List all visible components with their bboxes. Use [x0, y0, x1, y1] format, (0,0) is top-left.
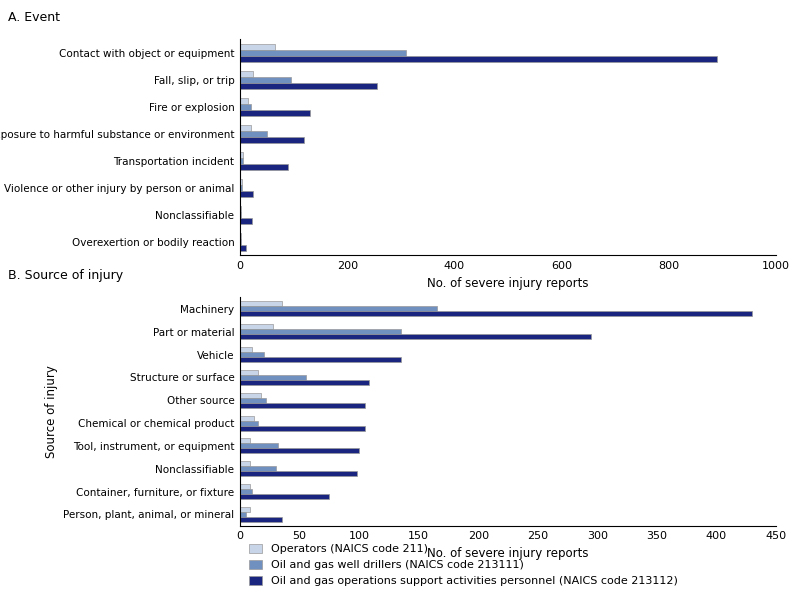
- Text: A. Event: A. Event: [8, 11, 60, 24]
- Bar: [240, 403, 365, 408]
- Bar: [240, 352, 264, 357]
- Bar: [240, 206, 241, 212]
- Bar: [240, 301, 282, 307]
- Legend: Operators (NAICS code 211), Oil and gas well drillers (NAICS code 213111), Oil a: Operators (NAICS code 211), Oil and gas …: [246, 540, 682, 590]
- Bar: [240, 380, 369, 385]
- Bar: [240, 461, 250, 466]
- Bar: [240, 185, 242, 191]
- Bar: [240, 466, 276, 471]
- Bar: [240, 421, 258, 426]
- Text: B. Source of injury: B. Source of injury: [8, 269, 123, 282]
- Bar: [240, 98, 248, 104]
- Bar: [240, 239, 241, 245]
- Bar: [240, 507, 250, 512]
- Bar: [240, 334, 591, 340]
- Bar: [240, 398, 266, 403]
- Bar: [240, 82, 377, 88]
- Bar: [240, 324, 274, 329]
- Bar: [240, 44, 275, 50]
- Bar: [240, 131, 267, 136]
- Y-axis label: Source of injury: Source of injury: [45, 365, 58, 458]
- Bar: [240, 152, 242, 158]
- Bar: [240, 357, 401, 362]
- Bar: [240, 448, 359, 454]
- Bar: [240, 494, 330, 499]
- Bar: [240, 233, 241, 239]
- Bar: [240, 471, 357, 477]
- Bar: [240, 307, 437, 311]
- Bar: [240, 484, 250, 489]
- Bar: [240, 77, 291, 82]
- Bar: [240, 125, 250, 131]
- Bar: [240, 517, 282, 522]
- Bar: [240, 426, 365, 431]
- Bar: [240, 104, 250, 109]
- Bar: [240, 444, 278, 448]
- Bar: [240, 415, 254, 421]
- Bar: [240, 392, 262, 398]
- Bar: [240, 179, 242, 185]
- Bar: [240, 218, 252, 224]
- Bar: [240, 109, 310, 115]
- Bar: [240, 212, 241, 218]
- X-axis label: No. of severe injury reports: No. of severe injury reports: [427, 547, 589, 560]
- Bar: [240, 512, 246, 517]
- X-axis label: No. of severe injury reports: No. of severe injury reports: [427, 276, 589, 290]
- Bar: [240, 136, 304, 142]
- Bar: [240, 438, 250, 444]
- Bar: [240, 191, 254, 197]
- Bar: [240, 375, 306, 380]
- Bar: [240, 329, 401, 334]
- Bar: [240, 370, 258, 375]
- Bar: [240, 347, 252, 352]
- Bar: [240, 55, 717, 61]
- Bar: [240, 311, 752, 317]
- Bar: [240, 489, 252, 494]
- Bar: [240, 163, 288, 169]
- Bar: [240, 158, 242, 163]
- Bar: [240, 245, 246, 251]
- Bar: [240, 71, 254, 77]
- Bar: [240, 50, 406, 55]
